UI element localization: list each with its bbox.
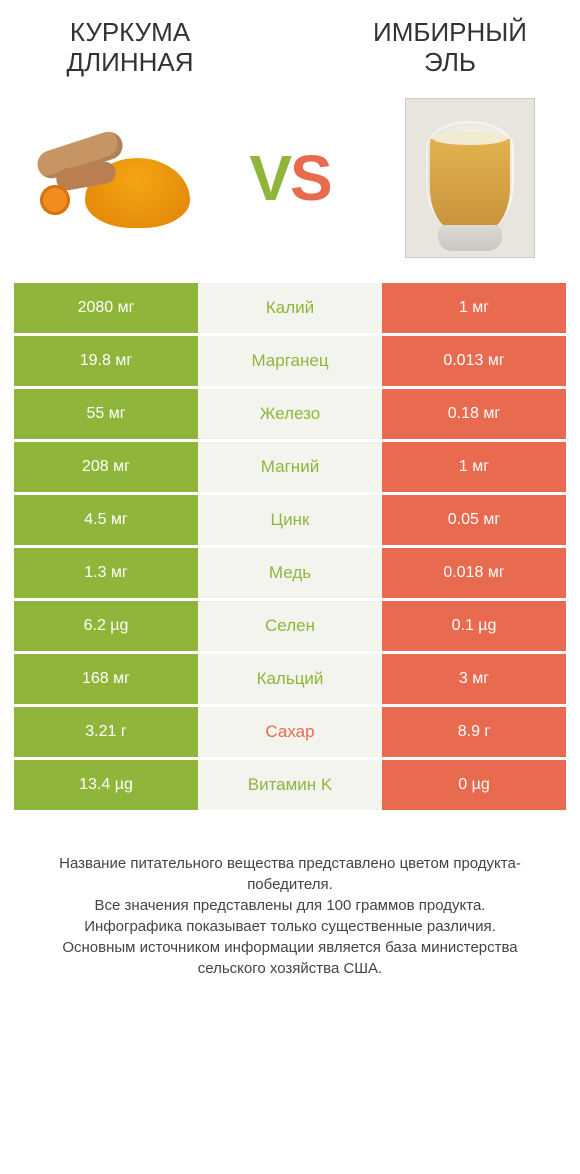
left-product-title: КУРКУМА ДЛИННАЯ xyxy=(30,18,230,78)
left-value: 1.3 мг xyxy=(14,548,198,598)
left-value: 19.8 мг xyxy=(14,336,198,386)
right-value: 3 мг xyxy=(382,654,566,704)
nutrient-name: Марганец xyxy=(198,336,382,386)
right-value: 0.018 мг xyxy=(382,548,566,598)
right-product-image xyxy=(390,98,550,258)
nutrient-name: Селен xyxy=(198,601,382,651)
right-value: 8.9 г xyxy=(382,707,566,757)
table-row: 6.2 µgСелен0.1 µg xyxy=(14,601,566,651)
left-value: 168 мг xyxy=(14,654,198,704)
footer-line: Все значения представлены для 100 граммо… xyxy=(30,895,550,916)
table-row: 3.21 гСахар8.9 г xyxy=(14,707,566,757)
footer-line: Инфографика показывает только существенн… xyxy=(30,916,550,937)
comparison-table: 2080 мгКалий1 мг19.8 мгМарганец0.013 мг5… xyxy=(0,283,580,810)
left-value: 3.21 г xyxy=(14,707,198,757)
table-row: 208 мгМагний1 мг xyxy=(14,442,566,492)
right-value: 1 мг xyxy=(382,442,566,492)
right-value: 0.013 мг xyxy=(382,336,566,386)
table-row: 13.4 µgВитамин K0 µg xyxy=(14,760,566,810)
table-row: 2080 мгКалий1 мг xyxy=(14,283,566,333)
right-value: 0.05 мг xyxy=(382,495,566,545)
left-value: 208 мг xyxy=(14,442,198,492)
right-value: 0.1 µg xyxy=(382,601,566,651)
table-row: 4.5 мгЦинк0.05 мг xyxy=(14,495,566,545)
nutrient-name: Калий xyxy=(198,283,382,333)
left-value: 2080 мг xyxy=(14,283,198,333)
footer-line: Название питательного вещества представл… xyxy=(30,853,550,895)
nutrient-name: Кальций xyxy=(198,654,382,704)
left-value: 55 мг xyxy=(14,389,198,439)
left-value: 4.5 мг xyxy=(14,495,198,545)
left-value: 13.4 µg xyxy=(14,760,198,810)
right-product-title: ИМБИРНЫЙ ЭЛЬ xyxy=(350,18,550,78)
vs-v: V xyxy=(249,142,290,214)
footer-line: Основным источником информации является … xyxy=(30,937,550,979)
nutrient-name: Железо xyxy=(198,389,382,439)
right-value: 0 µg xyxy=(382,760,566,810)
nutrient-name: Цинк xyxy=(198,495,382,545)
header: КУРКУМА ДЛИННАЯ ИМБИРНЫЙ ЭЛЬ xyxy=(0,0,580,88)
left-value: 6.2 µg xyxy=(14,601,198,651)
right-value: 0.18 мг xyxy=(382,389,566,439)
left-product-image xyxy=(30,98,190,258)
right-value: 1 мг xyxy=(382,283,566,333)
vs-row: VS xyxy=(0,88,580,283)
footer-notes: Название питательного вещества представл… xyxy=(0,813,580,979)
nutrient-name: Магний xyxy=(198,442,382,492)
table-row: 19.8 мгМарганец0.013 мг xyxy=(14,336,566,386)
vs-s: S xyxy=(290,142,331,214)
nutrient-name: Витамин K xyxy=(198,760,382,810)
table-row: 168 мгКальций3 мг xyxy=(14,654,566,704)
nutrient-name: Медь xyxy=(198,548,382,598)
table-row: 1.3 мгМедь0.018 мг xyxy=(14,548,566,598)
nutrient-name: Сахар xyxy=(198,707,382,757)
vs-label: VS xyxy=(249,141,330,215)
table-row: 55 мгЖелезо0.18 мг xyxy=(14,389,566,439)
